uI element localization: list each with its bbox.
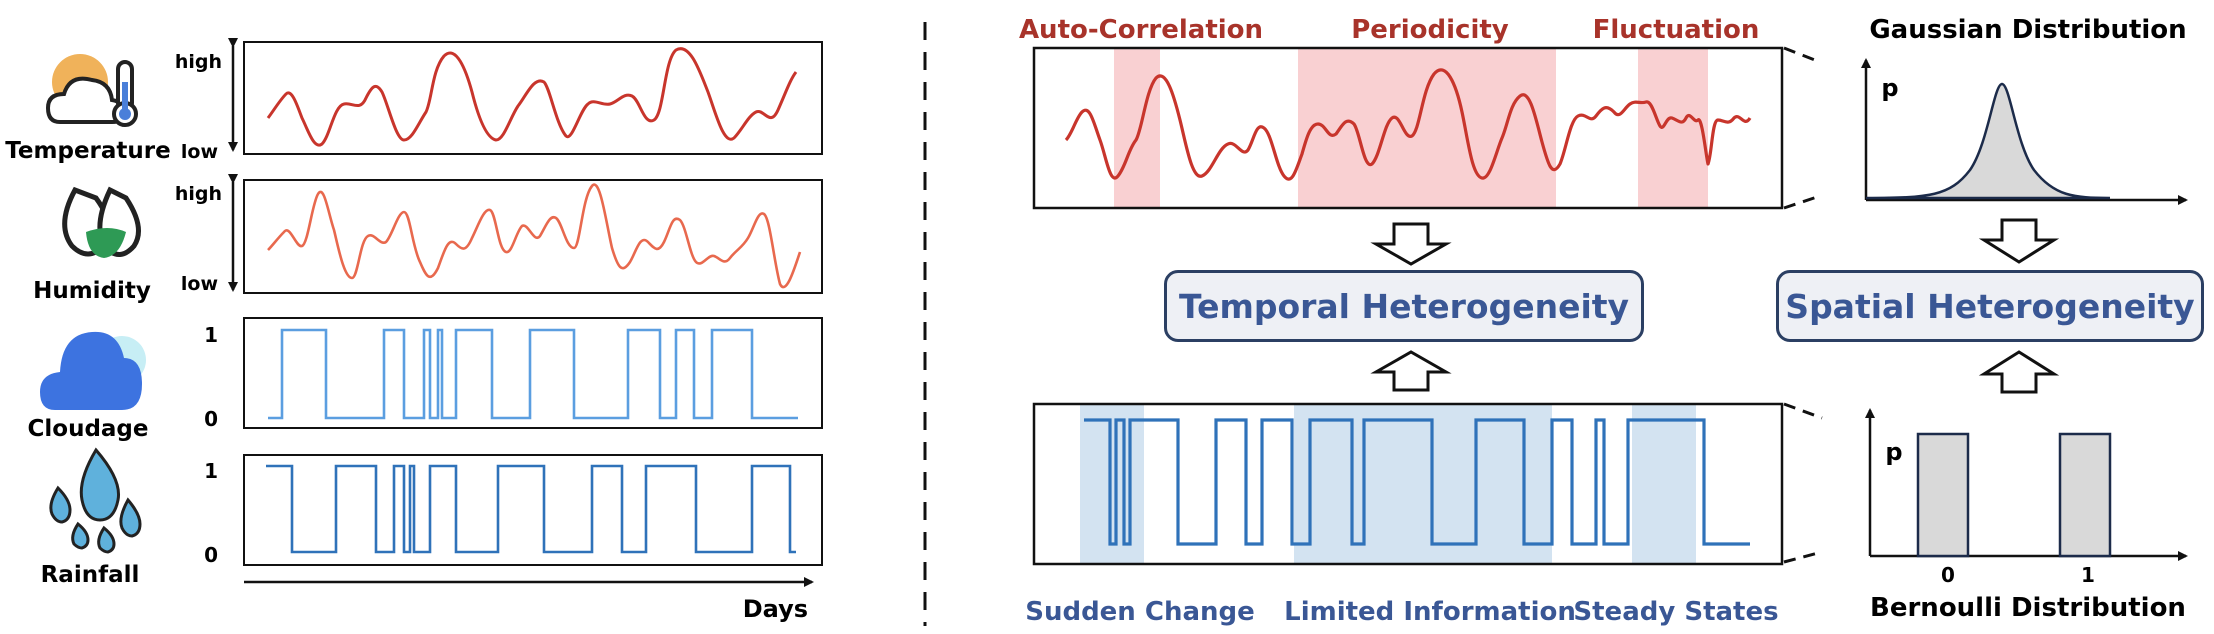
humidity-plot-frame <box>243 179 823 294</box>
down-arrow-spatial <box>1978 218 2060 264</box>
rainfall-y-zero: 0 <box>204 543 218 567</box>
temperature-series-line <box>266 47 798 147</box>
binary-signal-line <box>1084 418 1750 546</box>
cloud-icon <box>40 331 146 410</box>
temporal-signal-line <box>1064 68 1752 181</box>
humidity-y-high: high <box>175 183 222 205</box>
temporal-heterogeneity-box: Temporal Heterogeneity <box>1164 270 1644 342</box>
annotation-limited-information: Limited Information <box>1284 597 1576 627</box>
temperature-plot-frame <box>243 41 823 155</box>
variable-label-humidity: Humidity <box>33 278 151 304</box>
gaussian-zoom-line-top <box>1783 46 1821 64</box>
days-axis-label: Days <box>743 595 808 623</box>
shade-auto-correlation <box>1114 48 1160 208</box>
down-arrow-temporal <box>1370 222 1452 266</box>
spatial-heterogeneity-box: Spatial Heterogeneity <box>1776 270 2204 342</box>
humidity-series-line <box>267 183 802 289</box>
up-arrow-spatial <box>1978 350 2060 394</box>
bernoulli-title: Bernoulli Distribution <box>1870 593 2186 623</box>
cloudage-series-line <box>268 328 798 420</box>
temperature-y-high: high <box>175 51 222 73</box>
annotation-steady-states: Steady States <box>1573 597 1778 627</box>
bernoulli-zoom-line-top <box>1783 402 1823 420</box>
water-drops-icon <box>62 186 141 258</box>
shade-sudden-change <box>1080 404 1144 564</box>
bernoulli-zoom-line-bottom <box>1783 550 1823 564</box>
bernoulli-bar-1 <box>2058 432 2112 558</box>
cloudage-y-zero: 0 <box>204 407 218 431</box>
annotation-auto-correlation: Auto-Correlation <box>1019 15 1263 45</box>
shade-periodicity <box>1298 48 1556 208</box>
variable-label-cloudage: Cloudage <box>28 416 149 442</box>
temporal-signal-frame <box>1032 46 1784 210</box>
annotation-periodicity: Periodicity <box>1351 15 1509 45</box>
rainfall-y-one: 1 <box>204 459 218 483</box>
humidity-y-low: low <box>181 273 218 295</box>
shade-limited-information <box>1294 404 1552 564</box>
annotation-sudden-change: Sudden Change <box>1025 597 1255 627</box>
cloudage-plot-frame <box>243 317 823 429</box>
gaussian-title: Gaussian Distribution <box>1869 15 2186 45</box>
bernoulli-tick-1: 1 <box>2081 563 2095 587</box>
gaussian-zoom-line-bottom <box>1783 194 1821 210</box>
bernoulli-y-label: p <box>1885 438 1902 466</box>
shade-fluctuation <box>1638 48 1708 208</box>
up-arrow-temporal <box>1370 350 1452 392</box>
bernoulli-bar-0 <box>1916 432 1970 558</box>
cloudage-y-one: 1 <box>204 323 218 347</box>
binary-signal-frame <box>1032 402 1784 566</box>
rainfall-plot-frame <box>243 454 823 566</box>
shade-steady-states <box>1632 404 1696 564</box>
thermometer-cloud-icon <box>45 54 138 127</box>
annotation-fluctuation: Fluctuation <box>1593 15 1760 45</box>
gaussian-curve <box>1865 82 2111 200</box>
temperature-y-low: low <box>181 141 218 163</box>
bernoulli-tick-0: 0 <box>1941 563 1955 587</box>
variable-label-temperature: Temperature <box>5 138 170 164</box>
rainfall-series-line <box>266 464 796 554</box>
raindrops-icon <box>49 447 142 554</box>
gaussian-y-label: p <box>1881 74 1898 102</box>
variable-label-rainfall: Rainfall <box>41 562 140 588</box>
